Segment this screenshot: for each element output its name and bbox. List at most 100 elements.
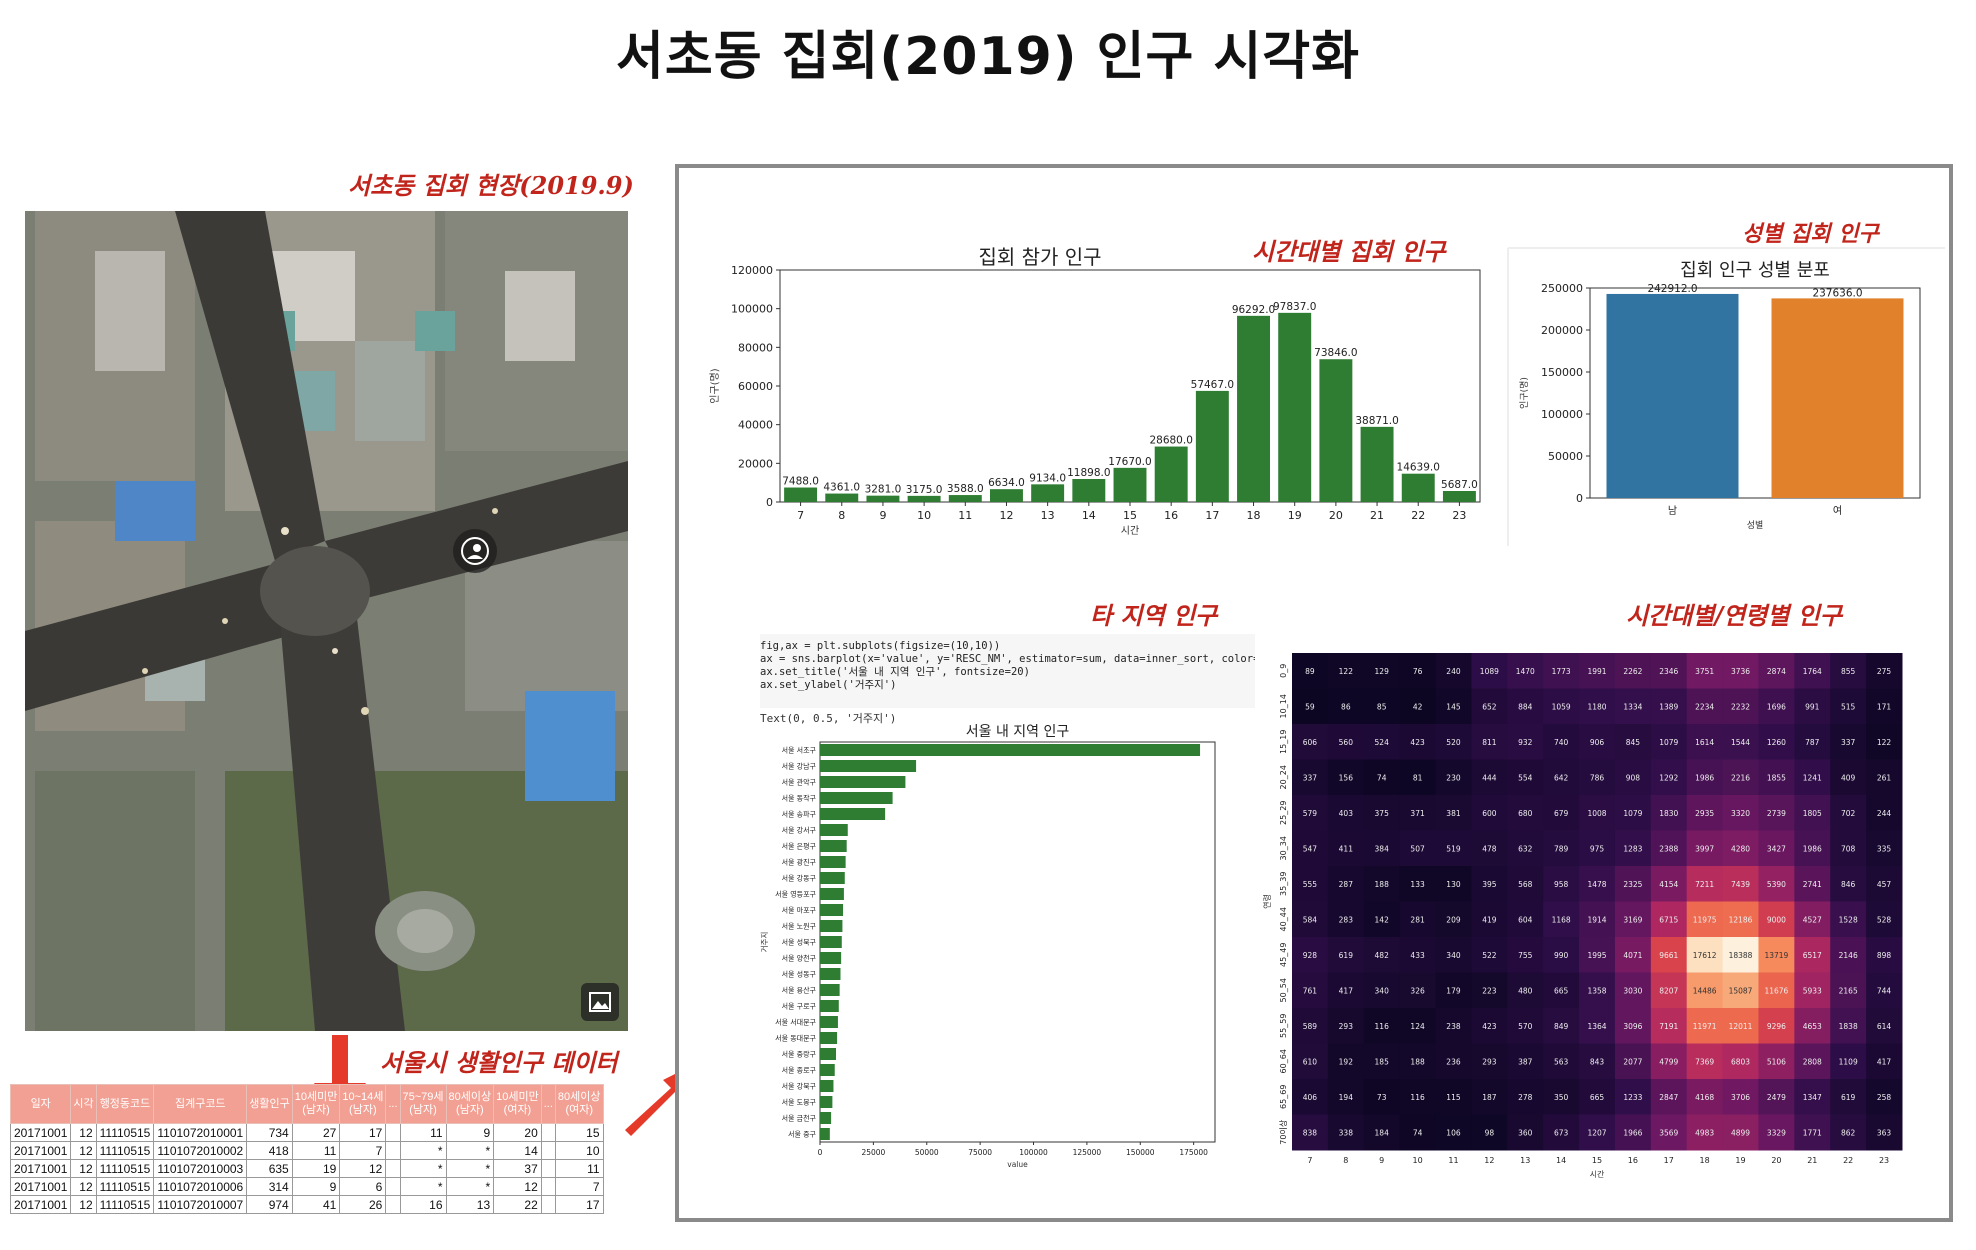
- cell-label: 12011: [1729, 1022, 1753, 1031]
- heat-cell: [1507, 724, 1544, 760]
- cell-label: 7211: [1695, 880, 1714, 889]
- x-tick-label: 23: [1879, 1156, 1889, 1165]
- cell-label: 975: [1590, 844, 1605, 853]
- x-tick-label: 20: [1771, 1156, 1781, 1165]
- heat-cell: [1363, 866, 1401, 902]
- cell-label: 991: [1805, 702, 1820, 711]
- x-tick-label: 11: [1448, 1156, 1458, 1165]
- x-tick-label: 7: [1307, 1156, 1312, 1165]
- cell-label: 116: [1375, 1022, 1390, 1031]
- heat-cell: [1399, 1043, 1437, 1080]
- cell-label: 1966: [1623, 1128, 1642, 1137]
- x-tick-label: 14: [1082, 509, 1096, 522]
- table-cell: 12: [70, 1177, 97, 1196]
- image-icon[interactable]: [581, 983, 619, 1021]
- heat-cell: [1650, 972, 1688, 1009]
- cell-label: 855: [1841, 667, 1856, 676]
- cell-label: 1079: [1659, 738, 1678, 747]
- cell-label: 482: [1375, 951, 1390, 960]
- table-cell: 635: [246, 1159, 293, 1178]
- heat-cell: [1686, 830, 1724, 867]
- table-header-cell: 집계구코드: [153, 1084, 248, 1124]
- y-tick-label: 100000: [1541, 408, 1583, 421]
- table-cell: 1101072010006: [153, 1177, 248, 1196]
- heat-cell: [1794, 901, 1831, 938]
- data-label: 73846.0: [1314, 347, 1357, 359]
- heat-cell: [1363, 830, 1401, 867]
- heat-cell: [1866, 1043, 1903, 1080]
- heat-cell: [1543, 1008, 1580, 1044]
- photo-caption: 서초동 집회 현장(2019.9): [348, 171, 634, 200]
- table-cell: [540, 1159, 556, 1178]
- cell-label: 15087: [1729, 986, 1753, 995]
- bar: [820, 888, 844, 900]
- cell-label: 6715: [1659, 915, 1678, 924]
- x-tick-label: 7: [797, 509, 804, 522]
- heat-cell: [1866, 759, 1903, 796]
- cell-label: 145: [1446, 702, 1461, 711]
- cell-label: 340: [1375, 986, 1390, 995]
- heat-cell: [1435, 724, 1472, 760]
- table-cell: 11110515: [95, 1195, 155, 1214]
- x-tick-label: 17: [1664, 1156, 1674, 1165]
- table-cell: 11: [554, 1159, 604, 1178]
- code-cell[interactable]: fig,ax = plt.subplots(figsize=(10,10)) a…: [760, 634, 1255, 708]
- cell-label: 604: [1518, 915, 1533, 924]
- bar: [820, 1080, 834, 1092]
- cell-label: 287: [1339, 880, 1354, 889]
- cell-label: 1986: [1803, 844, 1822, 853]
- bar: [1442, 491, 1476, 502]
- heat-cell: [1722, 724, 1759, 760]
- heat-cell: [1543, 795, 1580, 831]
- cell-label: 610: [1303, 1057, 1318, 1066]
- x-tick-label: 12: [999, 509, 1013, 522]
- data-caption: 서울시 생활인구 데이터: [380, 1048, 618, 1077]
- heat-cell: [1722, 1114, 1759, 1151]
- heat-cell: [1399, 724, 1437, 760]
- cell-label: 843: [1590, 1057, 1605, 1066]
- bar: [990, 489, 1023, 502]
- table-cell: 37: [493, 1159, 542, 1178]
- heat-cell: [1722, 972, 1759, 1009]
- table-row: 20171001 12 11110515 1101072010003 635 19 12 * *…: [10, 1159, 604, 1178]
- cell-label: 673: [1554, 1128, 1569, 1137]
- bar: [948, 495, 982, 502]
- cell-label: 761: [1303, 986, 1318, 995]
- cell-label: 417: [1339, 986, 1354, 995]
- heat-cell: [1327, 937, 1365, 973]
- x-tick-label: 21: [1370, 509, 1384, 522]
- x-axis-label: 시간: [1590, 1169, 1605, 1179]
- cell-label: 1364: [1587, 1022, 1606, 1031]
- heat-cell: [1363, 1008, 1401, 1044]
- y-axis-label: 인구(명): [1519, 377, 1530, 409]
- x-axis-label: value: [1007, 1160, 1028, 1169]
- x-axis-label: 성별: [1747, 520, 1764, 531]
- heat-cell: [1543, 759, 1580, 796]
- y-tick-label: 서울 구로구: [782, 1002, 817, 1011]
- cell-label: 419: [1482, 915, 1497, 924]
- bar: [1072, 478, 1106, 502]
- cell-label: 1260: [1767, 738, 1786, 747]
- y-tick-label: 서울 양천구: [782, 954, 817, 963]
- cell-label: 4799: [1659, 1057, 1678, 1066]
- cell-label: 116: [1410, 1093, 1425, 1102]
- person-circle-icon[interactable]: [453, 529, 497, 573]
- heat-cell: [1758, 688, 1795, 725]
- cell-label: 528: [1877, 915, 1892, 924]
- cell-label: 5106: [1767, 1057, 1786, 1066]
- heat-cell: [1399, 937, 1437, 973]
- cell-label: 1914: [1587, 915, 1606, 924]
- heat-cell: [1543, 866, 1580, 902]
- y-tick-label: 서울 강동구: [782, 874, 817, 883]
- heat-cell: [1363, 1114, 1401, 1151]
- heat-cell: [1830, 866, 1867, 902]
- y-tick-label: 20_24: [1279, 765, 1288, 789]
- y-tick-label: 서울 광진구: [782, 858, 817, 867]
- bar: [820, 744, 1201, 756]
- cell-label: 423: [1482, 1022, 1497, 1031]
- cell-label: 1079: [1623, 809, 1642, 818]
- heat-cell: [1722, 866, 1759, 902]
- data-label: 38871.0: [1355, 415, 1398, 427]
- page-title: 서초동 집회(2019) 인구 시각화: [616, 27, 1360, 87]
- cell-label: 115: [1446, 1093, 1461, 1102]
